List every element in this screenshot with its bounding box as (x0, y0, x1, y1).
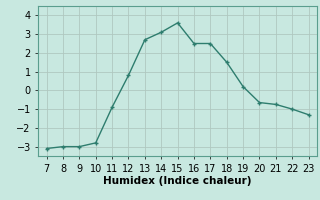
X-axis label: Humidex (Indice chaleur): Humidex (Indice chaleur) (103, 176, 252, 186)
